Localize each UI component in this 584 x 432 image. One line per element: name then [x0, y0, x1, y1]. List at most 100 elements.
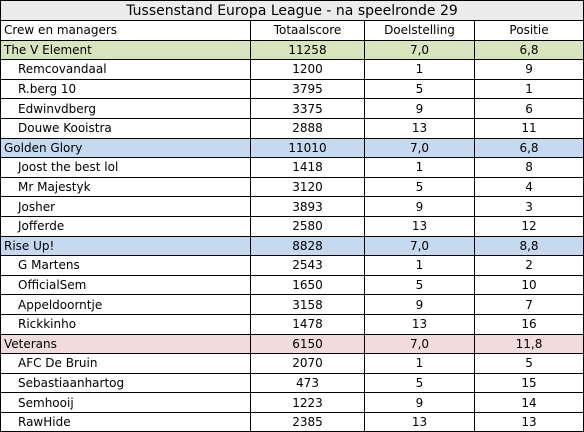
team-name-cell[interactable]: Veterans	[0, 334, 251, 355]
member-row: Edwinvdberg 3375 9 6	[0, 98, 584, 119]
member-position-cell[interactable]: 3	[474, 196, 584, 217]
member-target-cell[interactable]: 13	[364, 314, 475, 335]
team-score-cell[interactable]: 6150	[250, 334, 365, 355]
member-name-cell[interactable]: R.berg 10	[0, 79, 251, 100]
member-position-cell[interactable]: 5	[474, 353, 584, 374]
member-name-cell[interactable]: Rickkinho	[0, 314, 251, 335]
member-row: Sebastiaanhartog 473 5 15	[0, 373, 584, 394]
member-row: Mr Majestyk 3120 5 4	[0, 177, 584, 198]
member-name-cell[interactable]: OfficialSem	[0, 275, 251, 296]
member-row: Joost the best lol 1418 1 8	[0, 157, 584, 178]
member-score-cell[interactable]: 1650	[250, 275, 365, 296]
header-row: Crew en managers Totaalscore Doelstellin…	[0, 20, 584, 41]
member-position-cell[interactable]: 12	[474, 216, 584, 237]
member-name-cell[interactable]: RawHide	[0, 412, 251, 432]
member-name-cell[interactable]: Joost the best lol	[0, 157, 251, 178]
member-score-cell[interactable]: 3158	[250, 294, 365, 315]
member-row: Rickkinho 1478 13 16	[0, 314, 584, 335]
member-score-cell[interactable]: 2385	[250, 412, 365, 432]
team-name-cell[interactable]: The V Element	[0, 40, 251, 61]
member-name-cell[interactable]: Jofferde	[0, 216, 251, 237]
header-doelstelling[interactable]: Doelstelling	[364, 20, 475, 41]
member-target-cell[interactable]: 13	[364, 118, 475, 139]
member-score-cell[interactable]: 3375	[250, 98, 365, 119]
member-score-cell[interactable]: 1223	[250, 392, 365, 413]
member-target-cell[interactable]: 9	[364, 196, 475, 217]
member-score-cell[interactable]: 1200	[250, 59, 365, 80]
member-score-cell[interactable]: 3893	[250, 196, 365, 217]
team-position-cell[interactable]: 8,8	[474, 236, 584, 257]
member-position-cell[interactable]: 6	[474, 98, 584, 119]
header-positie[interactable]: Positie	[474, 20, 584, 41]
member-name-cell[interactable]: Semhooij	[0, 392, 251, 413]
team-target-cell[interactable]: 7,0	[364, 236, 475, 257]
member-target-cell[interactable]: 13	[364, 412, 475, 432]
team-name-cell[interactable]: Golden Glory	[0, 138, 251, 159]
member-position-cell[interactable]: 4	[474, 177, 584, 198]
member-position-cell[interactable]: 2	[474, 255, 584, 276]
member-name-cell[interactable]: Remcovandaal	[0, 59, 251, 80]
member-position-cell[interactable]: 7	[474, 294, 584, 315]
member-score-cell[interactable]: 2580	[250, 216, 365, 237]
member-row: AFC De Bruin 2070 1 5	[0, 353, 584, 374]
member-target-cell[interactable]: 1	[364, 157, 475, 178]
team-score-cell[interactable]: 11010	[250, 138, 365, 159]
member-position-cell[interactable]: 13	[474, 412, 584, 432]
member-target-cell[interactable]: 9	[364, 392, 475, 413]
member-position-cell[interactable]: 9	[474, 59, 584, 80]
member-position-cell[interactable]: 16	[474, 314, 584, 335]
member-name-cell[interactable]: Josher	[0, 196, 251, 217]
team-row: Veterans 6150 7,0 11,8	[0, 334, 584, 355]
member-position-cell[interactable]: 8	[474, 157, 584, 178]
team-score-cell[interactable]: 11258	[250, 40, 365, 61]
member-position-cell[interactable]: 10	[474, 275, 584, 296]
team-name-cell[interactable]: Rise Up!	[0, 236, 251, 257]
member-score-cell[interactable]: 3795	[250, 79, 365, 100]
member-target-cell[interactable]: 1	[364, 59, 475, 80]
member-position-cell[interactable]: 15	[474, 373, 584, 394]
title-row: Tussenstand Europa League - na speelrond…	[0, 0, 584, 21]
member-position-cell[interactable]: 11	[474, 118, 584, 139]
member-target-cell[interactable]: 9	[364, 98, 475, 119]
member-row: Appeldoorntje 3158 9 7	[0, 294, 584, 315]
member-score-cell[interactable]: 2888	[250, 118, 365, 139]
member-target-cell[interactable]: 5	[364, 177, 475, 198]
member-score-cell[interactable]: 2543	[250, 255, 365, 276]
member-name-cell[interactable]: Sebastiaanhartog	[0, 373, 251, 394]
member-score-cell[interactable]: 473	[250, 373, 365, 394]
team-target-cell[interactable]: 7,0	[364, 40, 475, 61]
member-name-cell[interactable]: Appeldoorntje	[0, 294, 251, 315]
member-target-cell[interactable]: 1	[364, 255, 475, 276]
team-target-cell[interactable]: 7,0	[364, 334, 475, 355]
team-score-cell[interactable]: 8828	[250, 236, 365, 257]
header-totaalscore[interactable]: Totaalscore	[250, 20, 365, 41]
header-crew[interactable]: Crew en managers	[0, 20, 251, 41]
member-target-cell[interactable]: 5	[364, 79, 475, 100]
member-target-cell[interactable]: 1	[364, 353, 475, 374]
member-target-cell[interactable]: 5	[364, 373, 475, 394]
member-score-cell[interactable]: 1478	[250, 314, 365, 335]
team-position-cell[interactable]: 11,8	[474, 334, 584, 355]
member-target-cell[interactable]: 9	[364, 294, 475, 315]
member-position-cell[interactable]: 14	[474, 392, 584, 413]
member-name-cell[interactable]: Mr Majestyk	[0, 177, 251, 198]
member-target-cell[interactable]: 13	[364, 216, 475, 237]
member-row: RawHide 2385 13 13	[0, 412, 584, 432]
member-name-cell[interactable]: Douwe Kooistra	[0, 118, 251, 139]
member-score-cell[interactable]: 2070	[250, 353, 365, 374]
member-row: Remcovandaal 1200 1 9	[0, 59, 584, 80]
member-name-cell[interactable]: Edwinvdberg	[0, 98, 251, 119]
team-position-cell[interactable]: 6,8	[474, 40, 584, 61]
member-score-cell[interactable]: 3120	[250, 177, 365, 198]
member-name-cell[interactable]: G Martens	[0, 255, 251, 276]
member-row: Jofferde 2580 13 12	[0, 216, 584, 237]
member-name-cell[interactable]: AFC De Bruin	[0, 353, 251, 374]
member-score-cell[interactable]: 1418	[250, 157, 365, 178]
member-target-cell[interactable]: 5	[364, 275, 475, 296]
team-target-cell[interactable]: 7,0	[364, 138, 475, 159]
team-position-cell[interactable]: 6,8	[474, 138, 584, 159]
member-position-cell[interactable]: 1	[474, 79, 584, 100]
table-title[interactable]: Tussenstand Europa League - na speelrond…	[0, 0, 584, 21]
team-row: Golden Glory 11010 7,0 6,8	[0, 138, 584, 159]
